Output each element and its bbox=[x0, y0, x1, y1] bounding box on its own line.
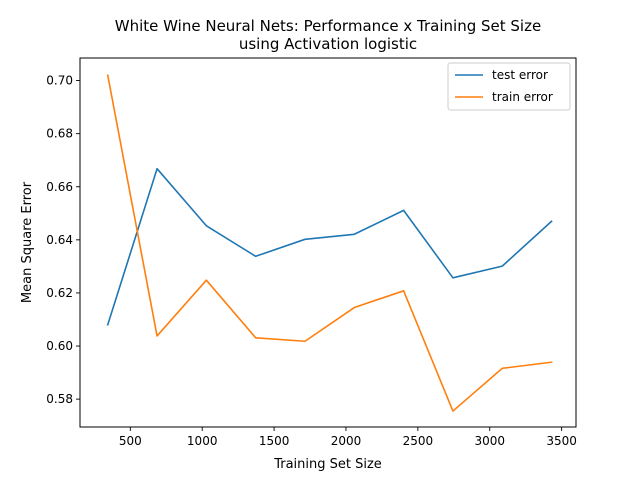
y-tick-label: 0.62 bbox=[46, 286, 73, 300]
x-tick-label: 2500 bbox=[403, 434, 434, 448]
x-axis-ticks: 500 1000 1500 2000 2500 3000 3500 bbox=[119, 427, 577, 448]
series-line-test-error bbox=[106, 167, 553, 326]
chart-title: White Wine Neural Nets: Performance x Tr… bbox=[115, 17, 541, 53]
y-tick-label: 0.70 bbox=[46, 74, 73, 88]
chart-title-line2: using Activation logistic bbox=[239, 35, 417, 53]
plot-frame bbox=[79, 57, 577, 428]
y-axis-ticks: 0.58 0.60 0.62 0.64 0.66 0.68 0.70 bbox=[46, 74, 80, 406]
y-tick-label: 0.64 bbox=[46, 233, 73, 247]
y-tick-label: 0.60 bbox=[46, 339, 73, 353]
plot-lines bbox=[106, 74, 553, 412]
series-line-train-error bbox=[106, 74, 553, 412]
x-axis-label: Training Set Size bbox=[273, 457, 382, 472]
legend: test error train error bbox=[447, 62, 571, 111]
y-tick-label: 0.66 bbox=[46, 180, 73, 194]
x-tick-label: 500 bbox=[119, 434, 142, 448]
y-tick-label: 0.68 bbox=[46, 127, 73, 141]
chart-title-line1: White Wine Neural Nets: Performance x Tr… bbox=[115, 17, 541, 35]
legend-label: test error bbox=[492, 68, 548, 82]
y-tick-label: 0.58 bbox=[46, 392, 73, 406]
x-tick-label: 2000 bbox=[331, 434, 362, 448]
x-tick-label: 3000 bbox=[474, 434, 505, 448]
x-tick-label: 3500 bbox=[546, 434, 577, 448]
legend-label: train error bbox=[492, 90, 553, 104]
x-tick-label: 1500 bbox=[259, 434, 290, 448]
y-axis-label: Mean Square Error bbox=[20, 181, 35, 303]
x-tick-label: 1000 bbox=[187, 434, 218, 448]
